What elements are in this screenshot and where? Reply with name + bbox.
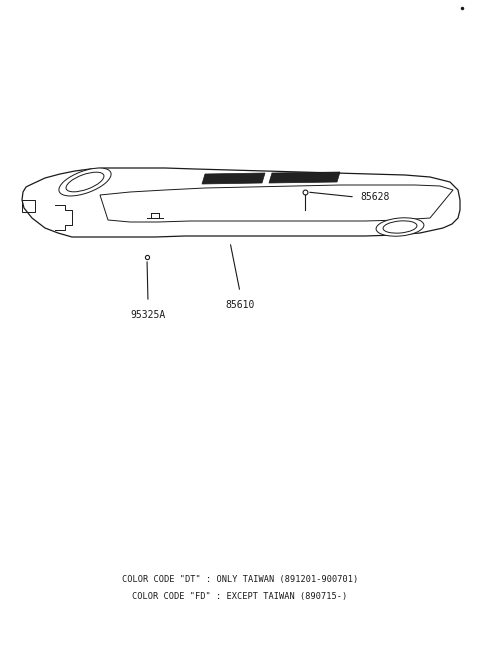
Ellipse shape — [59, 168, 111, 196]
Polygon shape — [202, 173, 265, 184]
Ellipse shape — [376, 217, 424, 237]
Text: 85628: 85628 — [360, 192, 389, 202]
Ellipse shape — [383, 221, 417, 233]
Polygon shape — [22, 168, 460, 237]
Text: COLOR CODE "FD" : EXCEPT TAIWAN (890715-): COLOR CODE "FD" : EXCEPT TAIWAN (890715-… — [132, 592, 348, 601]
Text: 85610: 85610 — [225, 300, 255, 310]
Text: COLOR CODE "DT" : ONLY TAIWAN (891201-900701): COLOR CODE "DT" : ONLY TAIWAN (891201-90… — [122, 575, 358, 584]
Text: 95325A: 95325A — [131, 310, 166, 320]
Ellipse shape — [66, 172, 104, 192]
Polygon shape — [269, 172, 340, 183]
